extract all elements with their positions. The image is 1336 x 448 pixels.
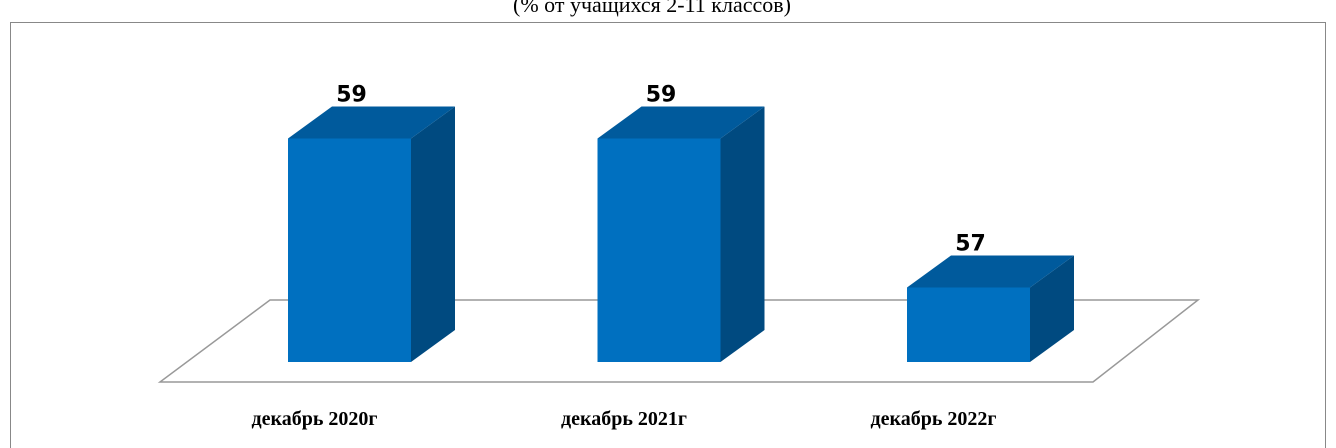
bar — [288, 138, 411, 362]
bar — [597, 138, 721, 362]
bar-top — [597, 106, 765, 139]
value-label: 59 — [646, 83, 677, 108]
bar-side — [411, 106, 455, 362]
x-tick-label: декабрь 2022г — [871, 408, 997, 430]
bar-side — [1030, 255, 1074, 362]
value-label: 59 — [336, 83, 367, 108]
bar-side — [720, 106, 765, 362]
bar-top — [907, 255, 1074, 288]
x-tick-label: декабрь 2021г — [561, 408, 687, 430]
chart-subtitle: (% от учащихся 2-11 классов) — [513, 0, 791, 17]
value-label: 57 — [955, 232, 986, 257]
bar — [907, 287, 1030, 362]
x-tick-label: декабрь 2020г — [252, 408, 378, 430]
bar-top — [288, 106, 455, 139]
